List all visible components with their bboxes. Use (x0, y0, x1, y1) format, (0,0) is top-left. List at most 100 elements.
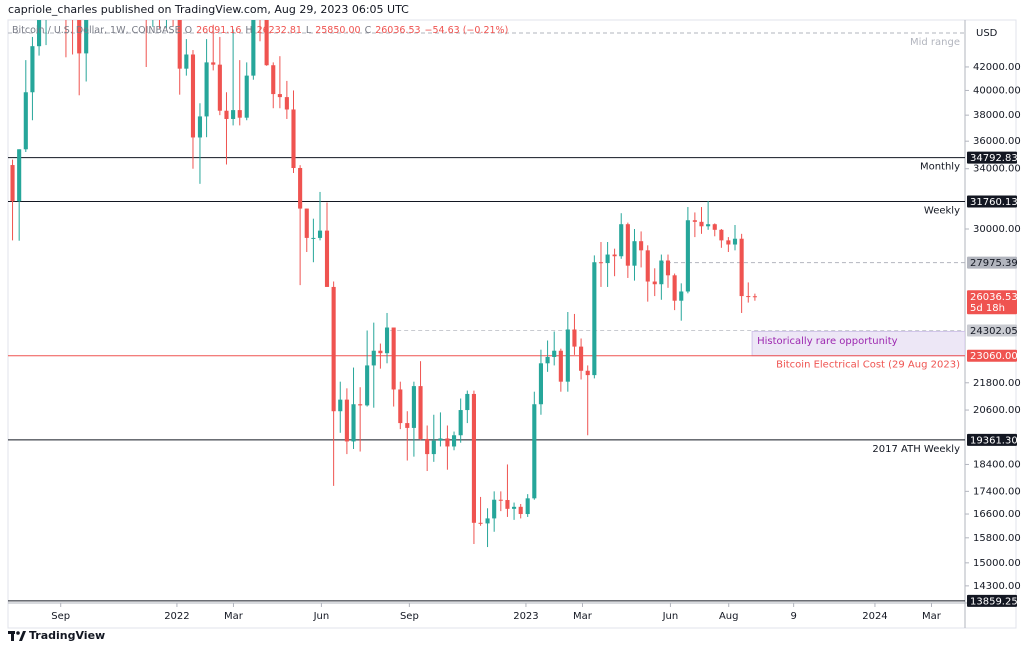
candle-body (17, 149, 22, 202)
candle-body (231, 110, 236, 119)
plot-area (8, 0, 965, 602)
candle-body (552, 350, 557, 357)
price-tag (967, 349, 1017, 362)
publisher-line: capriole_charles published on TradingVie… (8, 3, 409, 16)
y-tick-label: 38000.00 (973, 110, 1021, 121)
candle-body (23, 92, 28, 150)
y-tick-label: 17400.00 (973, 486, 1021, 497)
x-tick-label: Sep (51, 611, 70, 622)
candle-body (672, 275, 677, 301)
chart-frame (7, 19, 1017, 629)
candle-body (237, 110, 242, 118)
candle-body (371, 350, 376, 366)
candle-body (37, 20, 42, 47)
x-tick-label: 2024 (862, 611, 887, 622)
candle-body (184, 54, 189, 69)
candle-body (204, 62, 209, 117)
price-tag-label: 27975.39 (970, 258, 1018, 269)
candle-body (525, 498, 530, 515)
candle-body (592, 262, 597, 376)
ohlc-value: 26091.16 (196, 25, 242, 36)
price-tag (967, 195, 1017, 208)
y-tick-label: 36000.00 (973, 136, 1021, 147)
candle-body (659, 260, 664, 285)
level-name: Bitcoin Electrical Cost (29 Aug 2023) (776, 360, 960, 371)
candle-body (726, 240, 731, 245)
brand-logo (8, 630, 26, 641)
candle-body (639, 241, 644, 251)
x-tick-label: Aug (719, 611, 739, 622)
legend: Bitcoin / U.S. Dollar, 1W, COINBASE O 260… (12, 25, 508, 36)
candle-body (746, 296, 751, 298)
price-tag-label: 23060.00 (970, 351, 1018, 362)
ohlc-value: 25850.00 (315, 25, 361, 36)
candle-body (699, 221, 704, 227)
candle-body (317, 230, 323, 238)
bar-countdown: 5d 18h (970, 303, 1005, 314)
y-tick-label: 30000.00 (973, 224, 1021, 235)
y-tick-label: 42000.00 (973, 62, 1021, 73)
level-name: Mid range (910, 37, 960, 48)
candle-body (251, 20, 256, 76)
candle-body (739, 238, 744, 297)
candle-body (271, 65, 276, 95)
last-price-tag (967, 290, 1017, 315)
candle-body (665, 260, 671, 276)
candle-body (324, 230, 330, 287)
candle-body (378, 350, 383, 354)
x-tick-label: 9 (790, 611, 796, 622)
price-tag-label: 13859.25 (970, 596, 1018, 607)
candle-body (732, 238, 738, 245)
candle-body (565, 329, 570, 382)
ohlc-value: 26036.53 (375, 25, 421, 36)
change-label: −54.63 (−0.21%) (424, 25, 509, 36)
candle-body (304, 208, 309, 238)
candle-body (91, 0, 95, 1)
candle-body (612, 254, 617, 257)
ohlc-letter: L (305, 25, 312, 36)
candle-body (706, 224, 711, 227)
y-tick-label: 40000.00 (973, 85, 1021, 96)
x-tick-label: Mar (573, 611, 593, 622)
candle-body (485, 518, 490, 524)
candle-body (752, 296, 757, 298)
price-tag (967, 256, 1017, 269)
candle-body (518, 506, 523, 515)
last-price-label: 26036.53 (970, 292, 1018, 303)
price-tag-label: 34792.83 (970, 153, 1018, 164)
candle-body (391, 327, 396, 390)
candle-body (465, 393, 470, 411)
brand-name: TradingView (29, 629, 106, 642)
candle-body (545, 356, 550, 364)
candle-body (579, 346, 584, 371)
candle-body (84, 20, 89, 54)
x-tick-label: Jun (313, 611, 330, 622)
candle-body (498, 499, 503, 501)
candle-body (211, 62, 216, 65)
candle-body (217, 64, 222, 111)
candle-body (538, 363, 544, 405)
y-tick-label: 16600.00 (973, 509, 1021, 520)
candle-body (365, 365, 370, 406)
y-tick-label: 18400.00 (973, 459, 1021, 470)
candle-body (405, 423, 410, 428)
candle-body (605, 254, 610, 264)
annotation-box (751, 330, 965, 357)
ohlc-letter: C (364, 25, 372, 36)
candle-body (645, 250, 650, 282)
candle-body (652, 281, 657, 285)
candle-body (679, 291, 684, 301)
candle-body (632, 241, 637, 266)
candle-body (425, 438, 430, 455)
candle-body (458, 410, 463, 436)
level-name: Monthly (920, 162, 960, 173)
candle-body (291, 109, 296, 169)
candle-body (244, 75, 249, 118)
candle-body (438, 438, 443, 441)
y-tick-label: 20600.00 (973, 405, 1021, 416)
candle-body (77, 20, 82, 54)
candle-body (344, 399, 349, 442)
price-tag (967, 151, 1017, 164)
candle-body (451, 435, 457, 447)
